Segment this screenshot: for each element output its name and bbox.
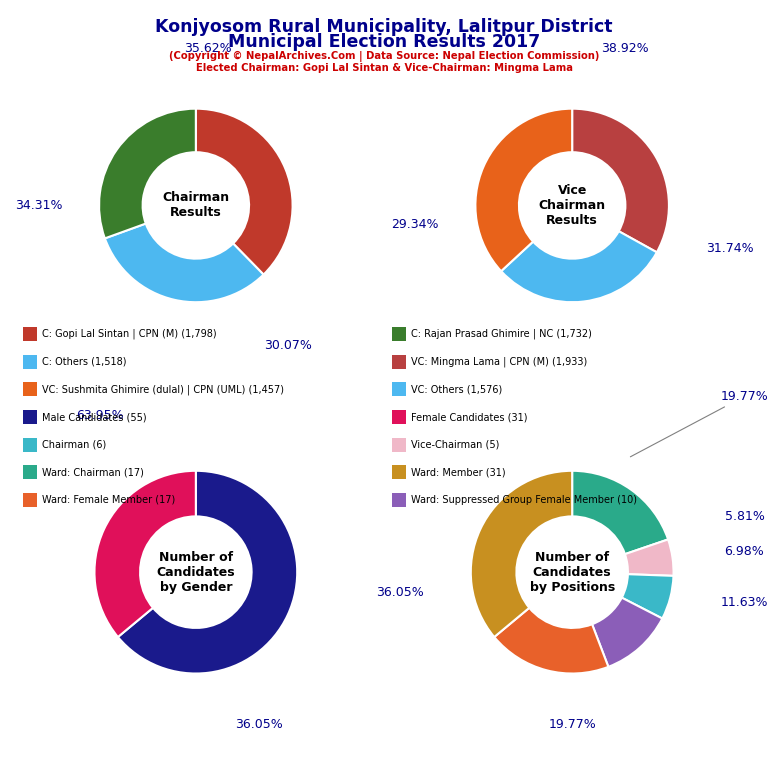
Text: VC: Others (1,576): VC: Others (1,576)	[411, 384, 502, 395]
Wedge shape	[94, 471, 196, 637]
Text: C: Rajan Prasad Ghimire | NC (1,732): C: Rajan Prasad Ghimire | NC (1,732)	[411, 329, 592, 339]
Text: Konjyosom Rural Municipality, Lalitpur District: Konjyosom Rural Municipality, Lalitpur D…	[155, 18, 613, 35]
Text: Female Candidates (31): Female Candidates (31)	[411, 412, 528, 422]
Wedge shape	[592, 598, 662, 667]
Text: 30.07%: 30.07%	[264, 339, 312, 353]
Text: 63.95%: 63.95%	[76, 409, 124, 422]
Text: Chairman (6): Chairman (6)	[42, 439, 107, 450]
Text: 38.92%: 38.92%	[601, 41, 649, 55]
Text: 34.31%: 34.31%	[15, 199, 62, 212]
Text: 36.05%: 36.05%	[235, 718, 283, 730]
Text: 36.05%: 36.05%	[376, 586, 424, 599]
Text: 19.77%: 19.77%	[631, 390, 768, 457]
Text: Male Candidates (55): Male Candidates (55)	[42, 412, 147, 422]
Text: Number of
Candidates
by Positions: Number of Candidates by Positions	[529, 551, 615, 594]
Wedge shape	[471, 471, 572, 637]
Text: VC: Mingma Lama | CPN (M) (1,933): VC: Mingma Lama | CPN (M) (1,933)	[411, 356, 587, 367]
Text: 5.81%: 5.81%	[724, 510, 764, 523]
Text: Ward: Member (31): Ward: Member (31)	[411, 467, 505, 478]
Text: 35.62%: 35.62%	[184, 41, 232, 55]
Wedge shape	[625, 539, 674, 576]
Text: Ward: Suppressed Group Female Member (10): Ward: Suppressed Group Female Member (10…	[411, 495, 637, 505]
Text: 19.77%: 19.77%	[548, 718, 596, 730]
Wedge shape	[572, 471, 668, 554]
Text: 29.34%: 29.34%	[391, 218, 439, 231]
Text: 31.74%: 31.74%	[706, 243, 753, 256]
Text: Chairman
Results: Chairman Results	[162, 191, 230, 220]
Text: Ward: Female Member (17): Ward: Female Member (17)	[42, 495, 176, 505]
Text: C: Gopi Lal Sintan | CPN (M) (1,798): C: Gopi Lal Sintan | CPN (M) (1,798)	[42, 329, 217, 339]
Wedge shape	[495, 607, 608, 674]
Wedge shape	[99, 109, 196, 238]
Text: Vice-Chairman (5): Vice-Chairman (5)	[411, 439, 499, 450]
Text: VC: Sushmita Ghimire (dulal) | CPN (UML) (1,457): VC: Sushmita Ghimire (dulal) | CPN (UML)…	[42, 384, 284, 395]
Wedge shape	[118, 471, 297, 674]
Text: Ward: Chairman (17): Ward: Chairman (17)	[42, 467, 144, 478]
Text: 11.63%: 11.63%	[720, 596, 768, 609]
Text: C: Others (1,518): C: Others (1,518)	[42, 356, 127, 367]
Wedge shape	[105, 223, 263, 302]
Wedge shape	[475, 109, 572, 271]
Text: Vice
Chairman
Results: Vice Chairman Results	[538, 184, 606, 227]
Text: (Copyright © NepalArchives.Com | Data Source: Nepal Election Commission): (Copyright © NepalArchives.Com | Data So…	[169, 51, 599, 61]
Text: 6.98%: 6.98%	[725, 545, 764, 558]
Text: Elected Chairman: Gopi Lal Sintan & Vice-Chairman: Mingma Lama: Elected Chairman: Gopi Lal Sintan & Vice…	[196, 63, 572, 73]
Wedge shape	[622, 574, 674, 618]
Wedge shape	[572, 109, 669, 253]
Text: Municipal Election Results 2017: Municipal Election Results 2017	[228, 33, 540, 51]
Text: Number of
Candidates
by Gender: Number of Candidates by Gender	[157, 551, 235, 594]
Wedge shape	[196, 109, 293, 275]
Wedge shape	[502, 231, 657, 302]
